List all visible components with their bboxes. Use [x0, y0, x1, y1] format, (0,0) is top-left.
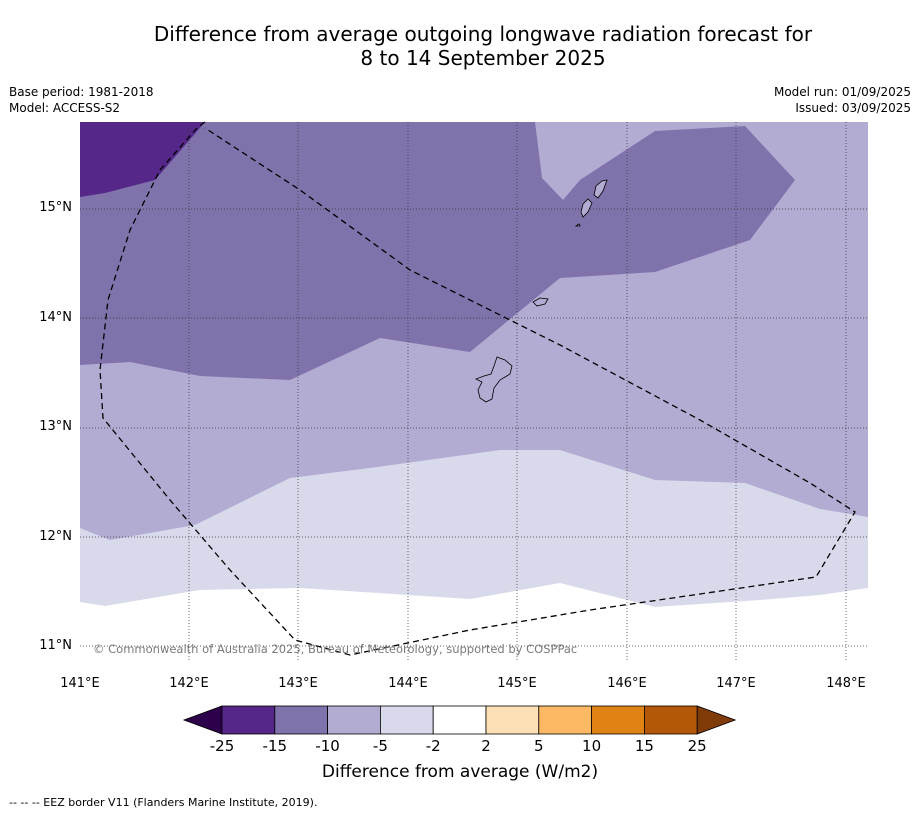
tinian-island	[580, 198, 593, 218]
colorbar-extend-low	[182, 705, 223, 735]
colorbar-segment	[538, 705, 592, 735]
lat-label-15n: 15°N	[39, 200, 72, 215]
islands	[475, 179, 608, 403]
colorbar	[182, 705, 737, 735]
colorbar-segment	[485, 705, 540, 735]
lat-label-13n: 13°N	[39, 419, 72, 434]
lon-label-147e: 147°E	[716, 676, 756, 691]
colorbar-tick-label: -2	[425, 737, 441, 755]
colorbar-tick-label: 2	[481, 737, 491, 755]
colorbar-title: Difference from average (W/m2)	[321, 762, 599, 782]
model-run: Model run: 01/09/2025	[773, 85, 911, 99]
colorbar-tick-label: 25	[687, 737, 707, 755]
map-title-line1: Difference from average outgoing longwav…	[153, 22, 813, 46]
rota-island	[532, 297, 549, 307]
colorbar-tick-label: 15	[634, 737, 654, 755]
lon-label-144e: 144°E	[388, 676, 428, 691]
colorbar-tick-label: -25	[209, 737, 235, 755]
colorbar-tick-label: -15	[262, 737, 288, 755]
colorbar-segment	[327, 705, 381, 735]
issued-date: Issued: 03/09/2025	[795, 101, 911, 115]
colorbar-tick-label: 10	[582, 737, 602, 755]
colorbar-segment	[644, 705, 698, 735]
colorbar-segment	[591, 705, 645, 735]
aguijan-islet	[574, 223, 581, 227]
lon-label-146e: 146°E	[607, 676, 647, 691]
base-period: Base period: 1981-2018	[9, 85, 154, 99]
colorbar-segment	[379, 705, 434, 735]
lon-label-145e: 145°E	[497, 676, 537, 691]
colorbar-tick-label: 5	[534, 737, 544, 755]
meta-left: Base period: 1981-2018 Model: ACCESS-S2	[9, 84, 154, 116]
colorbar-extend-high	[696, 705, 737, 735]
lat-label-11n: 11°N	[39, 638, 72, 653]
eez-footnote: -- -- -- EEZ border V11 (Flanders Marine…	[9, 796, 318, 809]
eez-border	[99, 121, 856, 656]
band-minus-15-to-minus-25	[80, 122, 205, 197]
colorbar-tick-label: -10	[315, 737, 340, 755]
model-name: Model: ACCESS-S2	[9, 101, 121, 115]
lon-label-142e: 142°E	[169, 676, 209, 691]
lat-label-12n: 12°N	[39, 529, 72, 544]
guam-island	[475, 356, 513, 403]
colorbar-segment	[221, 705, 276, 735]
meta-right: Model run: 01/09/2025 Issued: 03/09/2025	[774, 84, 911, 116]
graticule	[80, 122, 868, 660]
saipan-island	[593, 179, 608, 199]
copyright-notice: © Commonwealth of Australia 2025, Bureau…	[93, 642, 577, 656]
colorbar-segment	[432, 705, 487, 735]
map-title: Difference from average outgoing longwav…	[0, 22, 919, 70]
lon-label-141e: 141°E	[60, 676, 100, 691]
lon-label-148e: 148°E	[826, 676, 866, 691]
map-title-line2: 8 to 14 September 2025	[360, 46, 606, 70]
lon-label-143e: 143°E	[278, 676, 318, 691]
colorbar-tick-label: -5	[372, 737, 388, 755]
colorbar-segment	[274, 705, 328, 735]
band-minus-10-to-minus-15	[80, 122, 795, 380]
anomaly-field	[80, 122, 868, 660]
lat-label-14n: 14°N	[39, 310, 72, 325]
